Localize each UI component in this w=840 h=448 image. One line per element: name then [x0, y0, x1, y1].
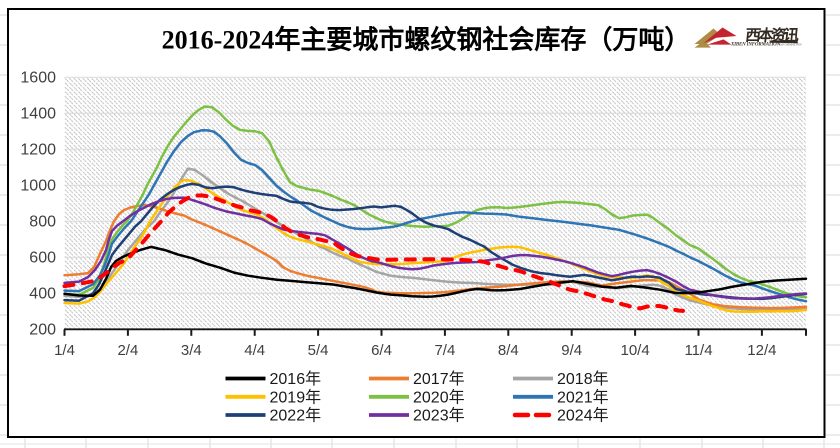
svg-text:7/4: 7/4	[434, 342, 455, 359]
svg-text:1200: 1200	[20, 141, 56, 158]
svg-text:2017年: 2017年	[413, 370, 465, 388]
svg-text:XIBEN INFORMATION: XIBEN INFORMATION	[730, 43, 781, 48]
svg-text:2018年: 2018年	[557, 370, 609, 388]
svg-text:2022年: 2022年	[270, 407, 322, 425]
svg-text:1/4: 1/4	[54, 342, 75, 359]
svg-text:3/4: 3/4	[181, 342, 202, 359]
svg-text:10/4: 10/4	[620, 342, 649, 359]
svg-text:11/4: 11/4	[684, 342, 712, 359]
svg-text:2023年: 2023年	[413, 407, 465, 425]
svg-text:1600: 1600	[20, 69, 56, 86]
svg-text:9/4: 9/4	[561, 342, 582, 359]
svg-text:400: 400	[29, 285, 56, 302]
svg-text:INFORMATION: INFORMATION	[778, 42, 802, 46]
svg-text:800: 800	[29, 213, 56, 230]
svg-text:5/4: 5/4	[308, 342, 329, 359]
svg-text:2020年: 2020年	[413, 388, 465, 406]
svg-text:2016年: 2016年	[270, 370, 322, 388]
svg-text:2019年: 2019年	[270, 388, 322, 406]
svg-text:2024年: 2024年	[557, 407, 609, 425]
svg-text:4/4: 4/4	[244, 342, 265, 359]
svg-text:12/4: 12/4	[747, 342, 776, 359]
svg-text:西本资讯: 西本资讯	[745, 26, 801, 45]
svg-text:200: 200	[29, 321, 56, 338]
svg-text:1000: 1000	[20, 177, 56, 194]
svg-text:1400: 1400	[20, 105, 56, 122]
svg-text:2016-2024年主要城市螺纹钢社会库存（万吨）: 2016-2024年主要城市螺纹钢社会库存（万吨）	[162, 25, 691, 55]
svg-text:600: 600	[29, 249, 56, 266]
svg-text:8/4: 8/4	[498, 342, 519, 359]
svg-text:6/4: 6/4	[371, 342, 392, 359]
svg-text:2/4: 2/4	[117, 342, 138, 359]
svg-text:2021年: 2021年	[557, 388, 609, 406]
